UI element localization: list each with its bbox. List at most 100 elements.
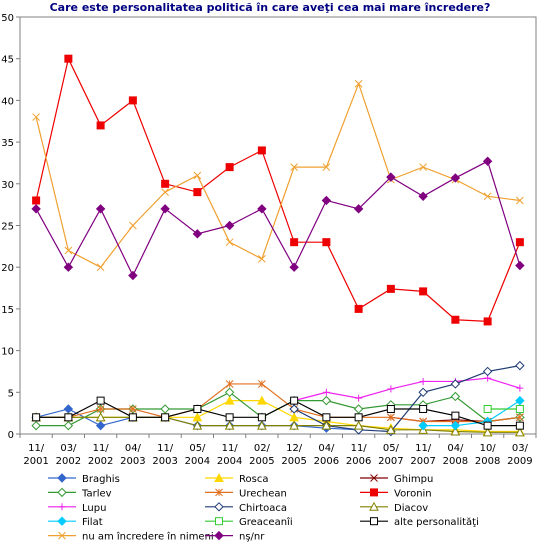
x-tick-label: 11/ (28, 443, 45, 454)
x-tick-label: 2003 (152, 456, 177, 467)
series-13-point (192, 229, 203, 239)
series-5-point (257, 146, 266, 155)
x-tick-label: 2008 (443, 456, 468, 467)
x-tick-label: 05/ (189, 443, 206, 454)
x-tick-label: 11/ (351, 443, 368, 454)
x-tick-label: 2005 (249, 456, 274, 467)
series-13-point (95, 204, 106, 214)
legend-label: Rosca (239, 474, 268, 485)
series-11-point (32, 413, 41, 422)
series-13-point (224, 220, 235, 231)
series-11-point (96, 396, 105, 405)
x-tick-label: 03/ (60, 443, 77, 454)
series-5-point (128, 96, 137, 105)
series-8-point (321, 420, 332, 430)
series-9-point (418, 420, 428, 431)
series-13-point (482, 156, 493, 166)
x-tick-label: 2001 (23, 456, 48, 467)
series-6-point (387, 385, 395, 393)
series-11-point (64, 413, 73, 422)
y-tick-label: 45 (1, 55, 14, 66)
series-13-point (418, 191, 428, 202)
series-5-point (451, 315, 460, 324)
legend-label: Urechean (239, 488, 287, 499)
y-tick-label: 20 (1, 263, 14, 274)
series-12-point (193, 171, 202, 180)
series-5-point (32, 196, 41, 205)
x-tick-label: 2002 (88, 456, 113, 467)
x-tick-label: 2003 (120, 456, 145, 467)
series-10-point (515, 404, 524, 413)
series-3-point (321, 395, 332, 406)
series-5-point (419, 287, 428, 296)
series-3-point (160, 404, 170, 414)
x-tick-label: 2008 (475, 456, 500, 467)
series-11-point (193, 404, 202, 413)
series-8-point (257, 420, 267, 430)
legend-marker (214, 502, 224, 512)
series-5-point (354, 304, 363, 313)
series-5-point (193, 188, 202, 197)
x-tick-label: 11/ (157, 443, 174, 454)
series-4-point (129, 405, 137, 413)
series-11-point (483, 421, 492, 430)
x-tick-label: 11/ (93, 443, 110, 454)
x-tick-label: 2007 (378, 456, 403, 467)
x-tick-label: 2006 (346, 456, 371, 467)
x-tick-label: 04/ (447, 443, 464, 454)
series-7-point (289, 404, 299, 414)
series-8-point (192, 420, 203, 430)
series-3-point (353, 404, 364, 414)
series-7-line (293, 365, 520, 433)
legend-marker (214, 472, 224, 482)
series-0-point (63, 404, 74, 414)
x-tick-label: 2005 (281, 456, 306, 467)
series-5-point (322, 238, 331, 247)
y-tick-label: 25 (1, 222, 14, 233)
series-12-point (64, 246, 73, 255)
legend-entry: Rosca (205, 474, 268, 485)
series-8-point (386, 424, 396, 434)
x-tick-label: 04/ (125, 443, 142, 454)
series-12-point (290, 163, 298, 171)
series-11-line (36, 399, 520, 427)
legend-marker (57, 516, 67, 526)
chart-title: Care este personalitatea politică în car… (49, 1, 491, 14)
series-6-point (355, 394, 363, 402)
series-13-point (160, 204, 170, 214)
x-tick-label: 2007 (410, 456, 435, 467)
legend-entry: nu am încredere în nimeni (48, 531, 214, 543)
series-12-point (161, 188, 169, 196)
legend-label: Tarlev (81, 488, 112, 499)
series-12-point (32, 113, 40, 121)
series-8-point (450, 426, 461, 436)
x-tick-label: 2006 (314, 456, 339, 467)
x-tick-label: 03/ (512, 443, 529, 454)
series-5-point (64, 54, 73, 63)
legend-entry: Braghis (48, 474, 120, 485)
series-12-line (35, 81, 520, 268)
legend-label: Lupu (82, 503, 106, 514)
x-tick-label: 2009 (507, 456, 532, 467)
series-11-point (386, 404, 395, 413)
series-5-point (290, 238, 299, 247)
series-8-point (482, 427, 493, 437)
series-11-point (451, 411, 460, 420)
legend-marker (214, 530, 224, 541)
series-12-point (419, 163, 427, 171)
series-13-line (35, 160, 521, 277)
series-10-point (483, 404, 492, 413)
series-0-point (95, 420, 106, 431)
legend-entry: Tarlev (48, 488, 112, 499)
series-5-point (483, 317, 492, 326)
legend-marker (58, 531, 66, 540)
series-13-point (289, 262, 299, 272)
series-4-point (225, 380, 234, 388)
series-3-point (63, 420, 74, 431)
series-13-point (321, 195, 332, 206)
legend-label: Voronin (394, 488, 432, 499)
legend-entry: Lupu (48, 503, 106, 514)
series-12-point (129, 221, 137, 230)
